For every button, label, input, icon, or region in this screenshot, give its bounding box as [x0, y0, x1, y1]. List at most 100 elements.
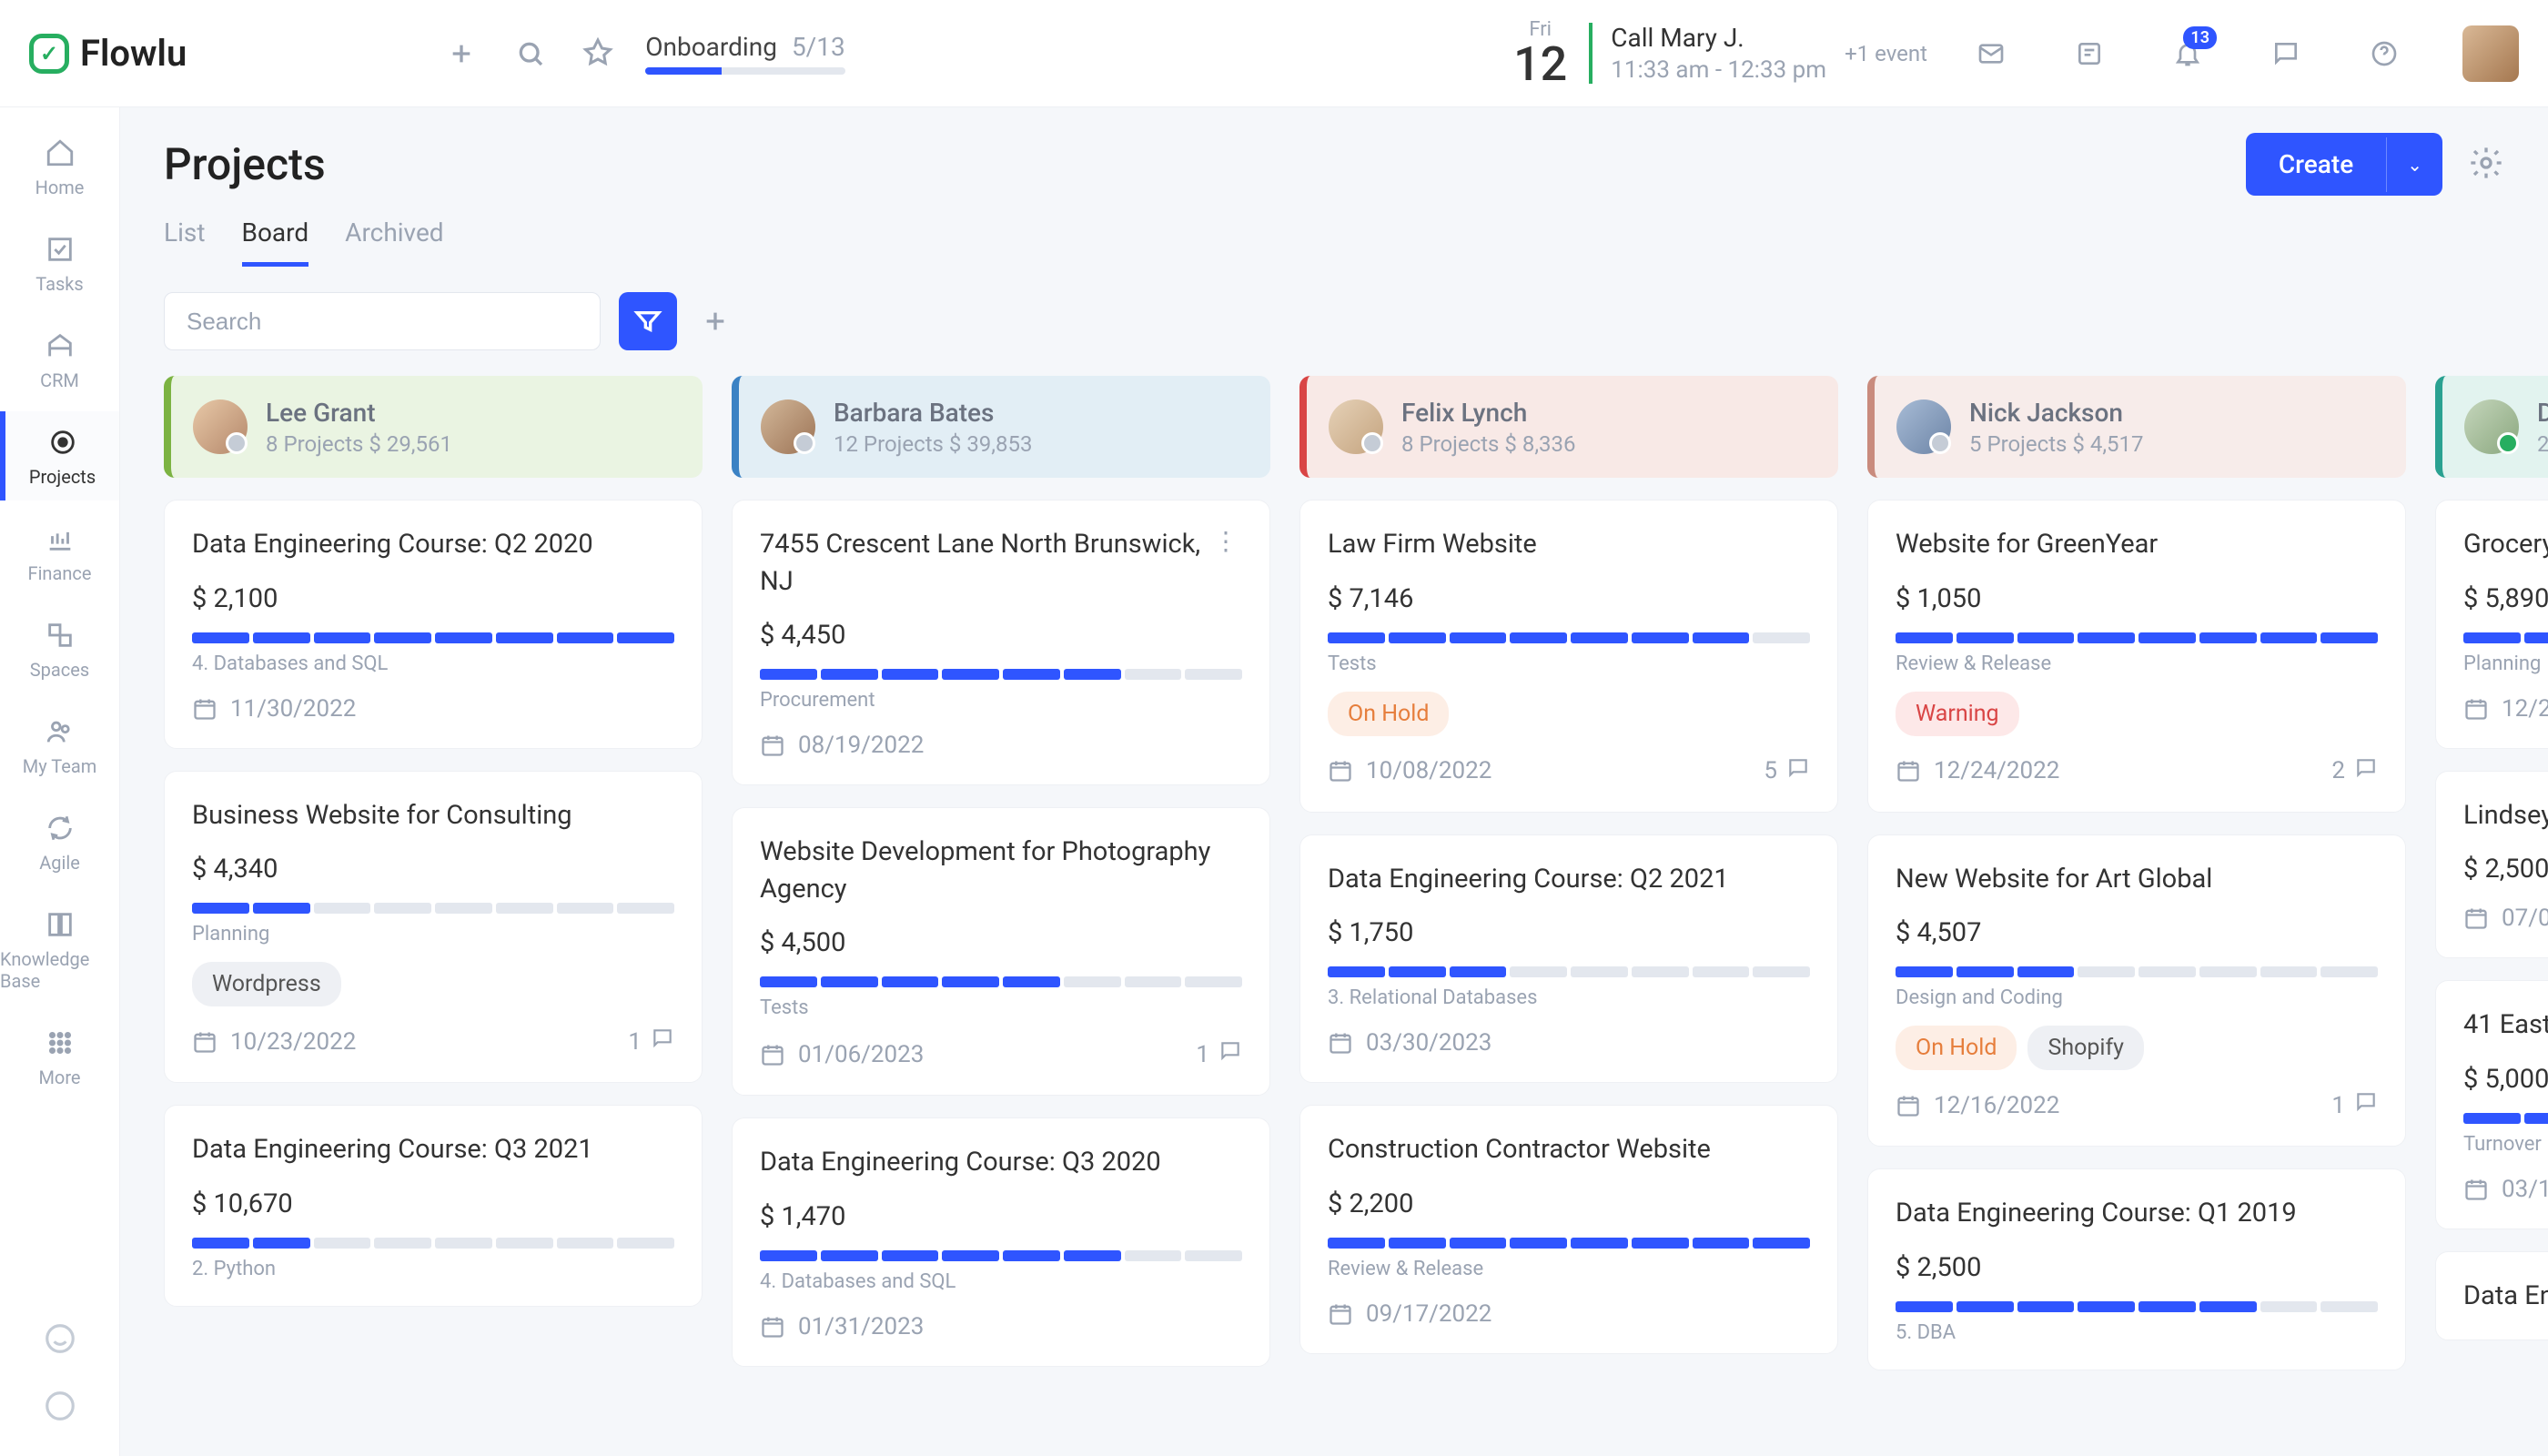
notes-icon[interactable] [2069, 34, 2109, 74]
project-card[interactable]: Data Engineering Course: Q3 2020$ 1,4704… [732, 1117, 1270, 1367]
nav-item-agile[interactable]: Agile [0, 797, 119, 886]
search-input[interactable] [164, 292, 601, 350]
card-comments[interactable]: 1 [628, 1026, 674, 1057]
app-logo[interactable]: ✓ Flowlu [29, 32, 187, 75]
card-stage: Planning [192, 923, 674, 945]
card-comments[interactable]: 1 [1196, 1039, 1242, 1069]
card-progress [2463, 1113, 2548, 1124]
chat-icon[interactable] [2266, 34, 2306, 74]
project-card[interactable]: Lindsey Brown$ 2,50007/09/202 [2435, 771, 2548, 959]
project-card[interactable]: Construction Contractor Website$ 2,200Re… [1299, 1105, 1838, 1354]
card-title: Data Engineering Course: Q2 2020 [192, 526, 674, 563]
support-icon[interactable] [43, 1321, 77, 1360]
column-cards: Law Firm Website$ 7,146TestsOn Hold10/08… [1299, 500, 1838, 1456]
nav-item-spaces[interactable]: Spaces [0, 604, 119, 693]
calendar-icon [2463, 905, 2489, 931]
nav-item-knowledge-base[interactable]: Knowledge Base [0, 894, 119, 1005]
column-cards: Website for GreenYear$ 1,050Review & Rel… [1867, 500, 2406, 1456]
card-stage: Planning [2463, 652, 2548, 675]
project-card[interactable]: Website Development for Photography Agen… [732, 807, 1270, 1096]
create-button[interactable]: Create ⌄ [2246, 133, 2442, 196]
onboarding-progress [645, 67, 845, 75]
card-title: Business Website for Consulting [192, 797, 674, 834]
pin-icon[interactable] [580, 35, 616, 72]
card-comments[interactable]: 1 [2331, 1090, 2378, 1120]
nav-icon [45, 424, 81, 460]
calendar-icon [1328, 1030, 1353, 1056]
onboarding-widget[interactable]: Onboarding 5/13 [645, 32, 845, 75]
column-meta: 8 Projects $ 29,561 [266, 431, 452, 457]
nav-item-more[interactable]: More [0, 1012, 119, 1101]
project-card[interactable]: Website for GreenYear$ 1,050Review & Rel… [1867, 500, 2406, 813]
card-footer: 03/13/2021 [2463, 1176, 2548, 1203]
card-menu-icon[interactable]: ⋮ [1209, 526, 1242, 556]
card-title: Data Engineering Course: Q2 2021 [1328, 861, 1810, 898]
tab-archived[interactable]: Archived [345, 217, 443, 267]
column-header[interactable]: Barbara Bates12 Projects $ 39,853 [732, 376, 1270, 478]
project-card[interactable]: Data Engineering Course: Q2 2020$ 2,1004… [164, 500, 703, 749]
nav-item-home[interactable]: Home [0, 122, 119, 211]
column-header[interactable]: Lee Grant 8 Projects $ 29,561 [164, 376, 703, 478]
nav-item-finance[interactable]: Finance [0, 508, 119, 597]
card-stage: Procurement [760, 689, 1242, 712]
notif-badge: 13 [2183, 26, 2217, 49]
card-comments[interactable]: 2 [2331, 756, 2378, 786]
filter-button[interactable] [619, 292, 677, 350]
calendar-icon [760, 1042, 785, 1067]
tab-board[interactable]: Board [242, 217, 309, 267]
project-card[interactable]: Law Firm Website$ 7,146TestsOn Hold10/08… [1299, 500, 1838, 813]
nav-item-projects[interactable]: Projects [0, 411, 119, 500]
project-card[interactable]: New Website for Art Global$ 4,507Design … [1867, 834, 2406, 1148]
chat-icon [2354, 1090, 2378, 1120]
card-tag: On Hold [1328, 692, 1449, 736]
calendar-date[interactable]: Fri 12 [1513, 18, 1567, 88]
nav-item-crm[interactable]: CRM [0, 315, 119, 404]
mail-icon[interactable] [1971, 34, 2011, 74]
nav-item-my-team[interactable]: My Team [0, 701, 119, 790]
power-icon[interactable] [43, 1389, 77, 1427]
project-card[interactable]: Data Engineering Course: Q3 2021$ 10,670… [164, 1105, 703, 1307]
column-header[interactable]: Nick Jackson 5 Projects $ 4,517 [1867, 376, 2406, 478]
column-meta: 5 Projects $ 4,517 [1969, 431, 2144, 457]
board-column: Lee Grant 8 Projects $ 29,561 Data Enginee… [164, 376, 703, 1456]
card-progress [192, 903, 674, 914]
column-header[interactable]: David T20 Projec [2435, 376, 2548, 478]
nav-icon [42, 810, 78, 846]
card-date: 01/06/2023 [798, 1041, 924, 1068]
more-events[interactable]: +1 event [1845, 41, 1927, 66]
project-card[interactable]: Grocery Store Development$ 5,890Planning… [2435, 500, 2548, 749]
column-owner: Nick Jackson [1969, 398, 2144, 428]
project-card[interactable]: Business Website for Consulting$ 4,340Pl… [164, 771, 703, 1084]
user-avatar[interactable] [2462, 25, 2519, 82]
tab-list[interactable]: List [164, 217, 206, 267]
add-column-icon[interactable] [695, 301, 735, 341]
column-cards: Data Engineering Course: Q2 2020$ 2,1004… [164, 500, 703, 1456]
board-toolbar [120, 267, 2548, 376]
upcoming-event[interactable]: Call Mary J. 11:33 am - 12:33 pm [1589, 23, 1826, 84]
settings-icon[interactable] [2468, 145, 2504, 185]
card-footer: 11/30/2022 [192, 695, 674, 723]
card-progress [1896, 966, 2378, 977]
card-comments[interactable]: 5 [1764, 756, 1810, 786]
project-card[interactable]: Data Engineering Course: Q2 2021$ 1,7503… [1299, 834, 1838, 1084]
card-title: Website for GreenYear [1896, 526, 2378, 563]
card-amount: $ 1,470 [760, 1201, 1242, 1232]
help-icon[interactable] [2364, 34, 2404, 74]
view-tabs: List Board Archived [164, 217, 2504, 267]
add-icon[interactable] [441, 34, 481, 74]
project-card[interactable]: Data Engineer 2020 [2435, 1251, 2548, 1341]
create-dropdown-icon[interactable]: ⌄ [2386, 137, 2442, 192]
project-card[interactable]: 41 East Charle Park, MD 2114$ 5,000Turno… [2435, 980, 2548, 1229]
column-avatar [1896, 399, 1951, 454]
card-date: 03/13/2021 [2502, 1176, 2548, 1203]
column-header[interactable]: Felix Lynch8 Projects $ 8,336 [1299, 376, 1838, 478]
column-cards: 7455 Crescent Lane North Brunswick, NJ⋮$… [732, 500, 1270, 1456]
nav-item-tasks[interactable]: Tasks [0, 218, 119, 308]
search-icon[interactable] [511, 34, 551, 74]
chat-icon [2354, 756, 2378, 786]
project-card[interactable]: Data Engineering Course: Q1 2019$ 2,5005… [1867, 1168, 2406, 1370]
card-stage: 3. Relational Databases [1328, 986, 1810, 1009]
project-card[interactable]: 7455 Crescent Lane North Brunswick, NJ⋮$… [732, 500, 1270, 785]
column-owner: Lee Grant [266, 398, 452, 428]
bell-icon[interactable]: 13 [2168, 34, 2208, 74]
